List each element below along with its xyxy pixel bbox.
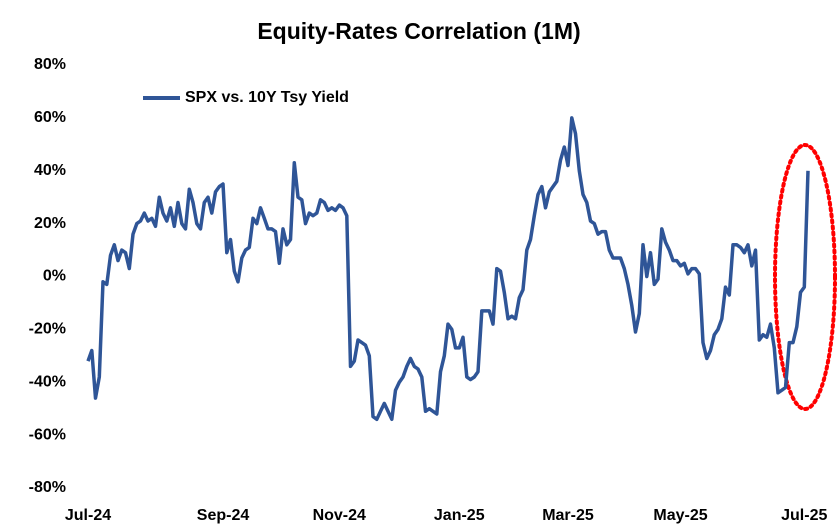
highlight-ellipse (773, 143, 837, 411)
x-tick-label: Sep-24 (197, 507, 250, 524)
y-tick-label: 80% (34, 56, 66, 73)
x-tick-label: Jan-25 (434, 507, 485, 524)
y-tick-label: -80% (29, 479, 66, 496)
y-tick-label: -60% (29, 426, 66, 443)
x-tick-label: Jul-24 (65, 507, 111, 524)
x-tick-label: Jul-25 (781, 507, 827, 524)
y-tick-label: 40% (34, 162, 66, 179)
legend-label: SPX vs. 10Y Tsy Yield (185, 89, 349, 106)
x-tick-label: Nov-24 (313, 507, 366, 524)
y-tick-label: -40% (29, 373, 66, 390)
y-tick-label: 60% (34, 109, 66, 126)
y-tick-label: 20% (34, 215, 66, 232)
x-tick-label: May-25 (653, 507, 707, 524)
y-tick-label: 0% (43, 268, 66, 285)
x-tick-label: Mar-25 (542, 507, 594, 524)
chart-title: Equity-Rates Correlation (1M) (257, 18, 580, 44)
y-tick-label: -20% (29, 321, 66, 338)
series-line (86, 116, 810, 422)
